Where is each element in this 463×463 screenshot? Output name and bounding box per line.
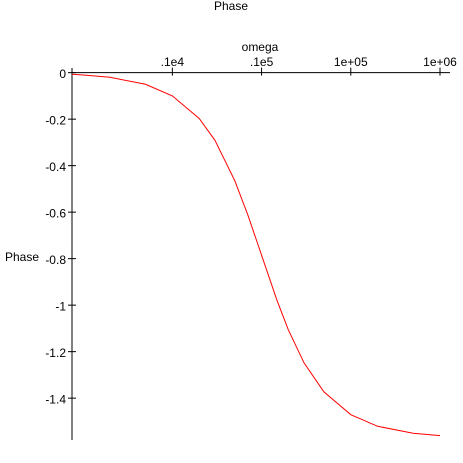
y-tick-label: -0.2 <box>45 113 66 127</box>
chart-title: Phase <box>214 0 248 13</box>
x-tick-label: .1e5 <box>250 55 274 69</box>
y-tick-label: 0 <box>59 67 66 81</box>
y-tick-label: -1.2 <box>45 346 66 360</box>
x-axis-label: omega <box>242 40 279 54</box>
y-tick-label: -0.6 <box>45 206 66 220</box>
y-tick-label: -1 <box>55 299 66 313</box>
line-series <box>71 73 441 437</box>
y-tick-label: -1.4 <box>45 392 66 406</box>
x-tick-label: 1e+05 <box>334 55 368 69</box>
x-tick-label: 1e+06 <box>423 55 457 69</box>
x-tick-label: .1e4 <box>161 55 185 69</box>
y-tick-label: -0.4 <box>45 160 66 174</box>
y-tick-label: -0.8 <box>45 253 66 267</box>
y-axis-label: Phase <box>5 250 39 264</box>
